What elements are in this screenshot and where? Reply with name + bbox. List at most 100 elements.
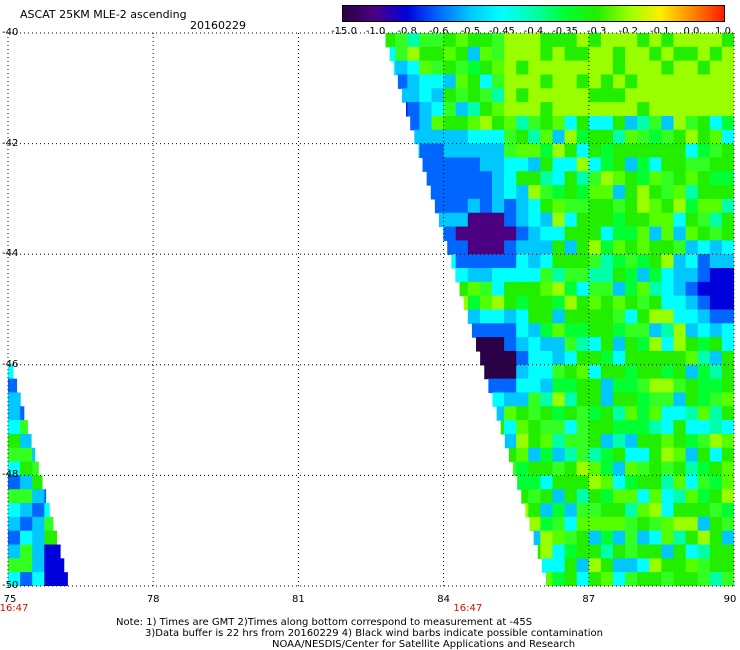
swath-cell bbox=[564, 406, 578, 421]
swath-cell bbox=[625, 420, 638, 435]
swath-cell bbox=[600, 447, 614, 463]
swath-cell bbox=[625, 33, 638, 48]
swath-cell bbox=[492, 295, 505, 311]
swath-cell bbox=[709, 295, 723, 311]
swath-cell bbox=[625, 530, 638, 546]
swath-cell bbox=[492, 129, 505, 145]
swath-cell bbox=[552, 544, 566, 559]
swath-cell bbox=[613, 461, 626, 476]
swath-cell bbox=[540, 378, 554, 394]
swath-cell bbox=[697, 143, 711, 159]
swath-cell bbox=[479, 60, 493, 76]
swath-cell bbox=[576, 475, 590, 490]
swath-cell bbox=[661, 281, 675, 297]
swath-cell bbox=[637, 558, 650, 573]
colorbar-tick-label: -0.2 bbox=[618, 26, 639, 37]
swath-cell bbox=[649, 157, 662, 172]
swath-cell bbox=[637, 157, 650, 172]
swath-cell bbox=[721, 323, 734, 338]
swath-cell bbox=[479, 185, 493, 200]
swath-cell bbox=[649, 309, 662, 324]
swath-cell bbox=[588, 309, 602, 324]
swath-cell bbox=[600, 88, 614, 103]
swath-cell bbox=[504, 323, 517, 338]
swath-cell bbox=[685, 337, 699, 352]
swath-cell bbox=[721, 240, 734, 255]
swath-cell bbox=[8, 544, 21, 559]
time-label: 16:47 bbox=[0, 603, 29, 614]
swath-cell bbox=[709, 392, 723, 407]
swath-cell bbox=[476, 337, 481, 352]
swath-cell bbox=[540, 254, 554, 269]
swath-cell bbox=[407, 74, 420, 89]
swath-cell bbox=[661, 350, 675, 366]
swath-cell bbox=[600, 337, 614, 352]
swath-cell bbox=[721, 572, 734, 586]
swath-cell bbox=[613, 433, 626, 449]
swath-cell bbox=[504, 378, 517, 394]
latitude-label: -50 bbox=[2, 580, 19, 591]
swath-cell bbox=[492, 74, 505, 89]
swath-cell bbox=[540, 115, 554, 131]
swath-cell bbox=[552, 74, 566, 89]
swath-cell bbox=[496, 406, 505, 421]
swath-cell bbox=[613, 143, 626, 159]
swath-cell bbox=[588, 295, 602, 311]
swath-cell bbox=[709, 212, 723, 228]
swath-cell bbox=[528, 461, 541, 476]
swath-cell bbox=[492, 281, 505, 297]
swath-cell bbox=[709, 489, 723, 504]
swath-cell bbox=[625, 558, 638, 573]
swath-cell bbox=[528, 268, 541, 283]
swath-cell bbox=[479, 268, 493, 283]
swath-cell bbox=[528, 281, 541, 297]
swath-cell bbox=[504, 392, 517, 407]
swath-cell bbox=[455, 60, 469, 76]
swath-cell bbox=[637, 185, 650, 200]
swath-cell bbox=[600, 281, 614, 297]
swath-cell bbox=[625, 516, 638, 532]
swath-cell bbox=[479, 323, 493, 338]
swath-cell bbox=[455, 46, 469, 62]
swath-cell bbox=[637, 212, 650, 228]
swath-cell bbox=[451, 254, 457, 269]
swath-cell bbox=[467, 309, 481, 324]
swath-cell bbox=[576, 364, 590, 380]
swath-cell bbox=[685, 226, 699, 241]
swath-cell bbox=[540, 129, 554, 145]
swath-cell bbox=[697, 516, 711, 532]
swath-cell bbox=[697, 212, 711, 228]
swath-cell bbox=[588, 143, 602, 159]
swath-cell bbox=[528, 198, 541, 214]
swath-cell bbox=[537, 544, 541, 559]
swath-cell bbox=[661, 102, 675, 117]
swath-cell bbox=[673, 489, 687, 504]
colorbar-tick-label: -15.0 bbox=[331, 26, 357, 37]
swath-cell bbox=[637, 350, 650, 366]
swath-cell bbox=[685, 530, 699, 546]
swath-cell bbox=[721, 212, 734, 228]
swath-cell bbox=[685, 378, 699, 394]
swath-cell bbox=[56, 544, 61, 559]
swath-cell bbox=[637, 198, 650, 214]
swath-cell bbox=[564, 33, 578, 48]
swath-cell bbox=[588, 461, 602, 476]
swath-cell bbox=[637, 268, 650, 283]
longitude-label: 90 bbox=[723, 594, 737, 605]
swath-cell bbox=[685, 198, 699, 214]
swath-cell bbox=[564, 171, 578, 186]
swath-cell bbox=[673, 572, 687, 586]
swath-cell bbox=[8, 378, 18, 394]
swath-cell bbox=[525, 503, 529, 518]
swath-cell bbox=[600, 46, 614, 62]
swath-cell bbox=[613, 185, 626, 200]
swath-cell bbox=[467, 88, 481, 103]
swath-cell bbox=[613, 129, 626, 145]
swath-cell bbox=[467, 102, 481, 117]
swath-cell bbox=[431, 185, 445, 200]
swath-cell bbox=[625, 46, 638, 62]
swath-cell bbox=[443, 157, 457, 172]
swath-cell bbox=[528, 489, 541, 504]
swath-cell bbox=[419, 143, 433, 159]
swath-cell bbox=[8, 420, 21, 435]
